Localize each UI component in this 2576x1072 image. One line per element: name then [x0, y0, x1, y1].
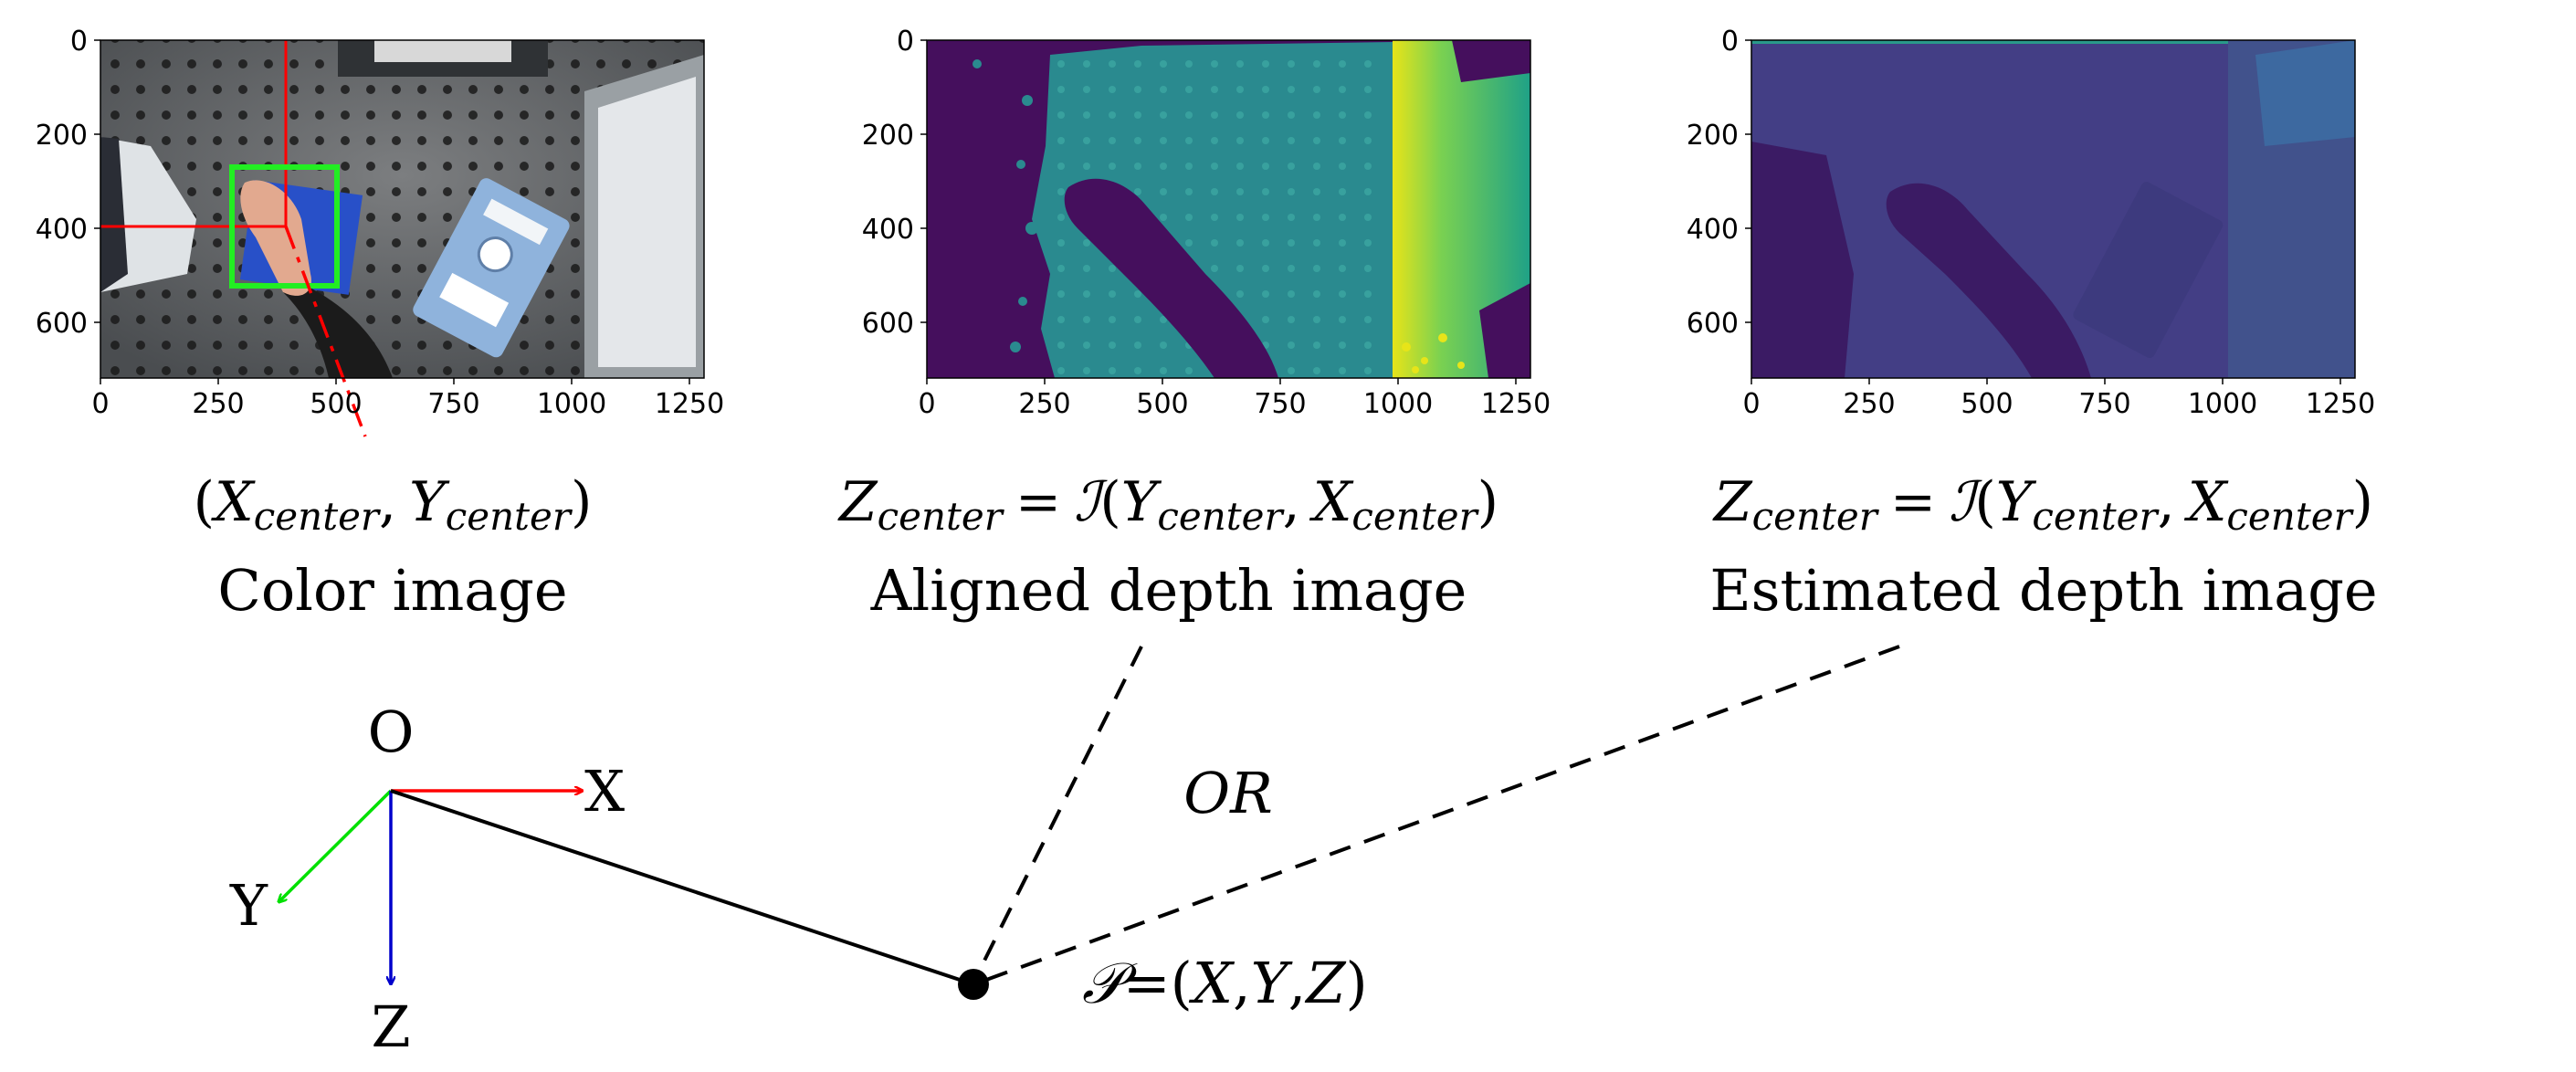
- x-tick-label: 250: [1843, 388, 1895, 420]
- x-axis-ticks: 0 250 500 750 1000 1250: [918, 378, 1551, 420]
- y-tick-label: 400: [1687, 214, 1739, 246]
- projection-ray: [284, 226, 367, 437]
- estimated-depth-link: [978, 645, 1900, 984]
- x-tick-label: 250: [1018, 388, 1070, 420]
- y-tick-label: 400: [36, 214, 88, 246]
- origin-label: O: [368, 699, 415, 765]
- x-tick-label: 1000: [1363, 388, 1433, 420]
- estimated-depth-panel: 0 250 500 750 1000 1250 0 200 400 600 Zc…: [1687, 26, 2378, 624]
- hand-bounding-box: [229, 164, 340, 289]
- x-tick-label: 1250: [655, 388, 724, 420]
- y-tick-label: 400: [862, 214, 914, 246]
- x-tick-label: 1000: [2188, 388, 2257, 420]
- x-tick-label: 0: [91, 388, 109, 420]
- x-tick-label: 250: [192, 388, 244, 420]
- x-tick-label: 0: [918, 388, 935, 420]
- z-axis-label: Z: [371, 993, 410, 1060]
- x-tick-label: 0: [1742, 388, 1760, 420]
- x-axis-ticks: 0 250 500 750 1000 1250: [1742, 378, 2375, 420]
- y-tick-label: 600: [862, 308, 914, 340]
- point-formula: 𝒫=(X,Y,Z): [1082, 950, 1368, 1016]
- y-axis-arrow: [279, 789, 393, 902]
- y-axis-ticks: 0 200 400 600: [862, 26, 927, 340]
- x-tick-label: 500: [310, 388, 362, 420]
- y-tick-label: 0: [1721, 26, 1739, 58]
- y-tick-label: 0: [897, 26, 914, 58]
- aligned-depth-formula: Zcenter = ℐ(Ycenter, Xcenter): [837, 470, 1498, 539]
- camera-frame: O X Y Z: [229, 699, 625, 1060]
- panel-caption: Estimated depth image: [1709, 557, 2377, 624]
- 3d-point-marker: [958, 969, 989, 1000]
- x-tick-label: 1000: [537, 388, 606, 420]
- y-tick-label: 600: [1687, 308, 1739, 340]
- x-tick-label: 750: [427, 388, 479, 420]
- or-label: OR: [1183, 760, 1273, 826]
- y-axis-label: Y: [229, 872, 268, 939]
- y-tick-label: 600: [36, 308, 88, 340]
- center-coordinates-formula: (Xcenter, Ycenter): [194, 470, 593, 539]
- y-tick-label: 0: [70, 26, 88, 58]
- x-axis-ticks: 0 250 500 750 1000 1250: [91, 378, 724, 420]
- y-axis-ticks: 0 200 400 600: [1687, 26, 1751, 340]
- panel-caption: Color image: [217, 557, 567, 624]
- aligned-depth-link: [973, 646, 1143, 980]
- x-tick-label: 500: [1961, 388, 2013, 420]
- x-tick-label: 750: [2078, 388, 2130, 420]
- x-axis-label: X: [584, 758, 625, 825]
- panel-caption: Aligned depth image: [870, 557, 1467, 624]
- y-tick-label: 200: [1687, 120, 1739, 152]
- color-image-panel: 0 250 500 750 1000 1250 0 200 400 600 (X…: [36, 26, 724, 624]
- y-axis-ticks: 0 200 400 600: [36, 26, 100, 340]
- x-tick-label: 1250: [2306, 388, 2375, 420]
- estimated-depth-formula: Zcenter = ℐ(Ycenter, Xcenter): [1712, 470, 2373, 539]
- aligned-depth-panel: 0 250 500 750 1000 1250 0 200 400 600 Zc…: [837, 26, 1551, 624]
- origin-to-point-line: [390, 789, 974, 986]
- x-tick-label: 1250: [1481, 388, 1551, 420]
- x-tick-label: 750: [1254, 388, 1306, 420]
- y-tick-label: 200: [36, 120, 88, 152]
- y-tick-label: 200: [862, 120, 914, 152]
- x-tick-label: 500: [1136, 388, 1188, 420]
